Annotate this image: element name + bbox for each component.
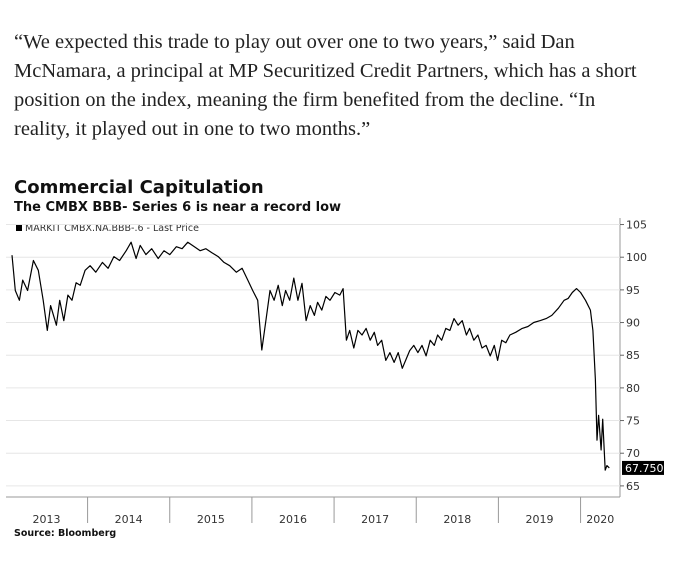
paragraph-line: position on the index, meaning the firm … <box>14 89 595 111</box>
y-tick-label: 75 <box>626 415 640 428</box>
source: Source: Bloomberg <box>14 528 116 539</box>
paragraph-line: “We expected this trade to play out over… <box>14 31 575 53</box>
paragraph-line: McNamara, a principal at MP Securitized … <box>14 60 637 82</box>
y-tick-label: 70 <box>626 447 640 460</box>
paragraph-line: reality, it played out in one to two mon… <box>14 118 370 140</box>
x-tick-label: 2018 <box>443 513 471 526</box>
x-tick-label: 2016 <box>279 513 307 526</box>
x-tick-label: 2017 <box>361 513 389 526</box>
y-tick-label: 100 <box>626 251 647 264</box>
last-price-label: 67.750 <box>625 462 664 475</box>
y-tick-label: 80 <box>626 382 640 395</box>
legend-swatch <box>16 225 22 231</box>
y-tick-label: 85 <box>626 349 640 362</box>
x-tick-label: 2015 <box>197 513 225 526</box>
x-tick-label: 2013 <box>33 513 61 526</box>
chart-title: Commercial Capitulation <box>14 177 264 198</box>
y-tick-label: 105 <box>626 219 647 232</box>
y-tick-label: 90 <box>626 317 640 330</box>
series-line <box>11 241 610 471</box>
y-tick-label: 95 <box>626 284 640 297</box>
x-tick-label: 2014 <box>115 513 143 526</box>
last-price-box <box>622 460 664 475</box>
x-tick-label: 2019 <box>525 513 553 526</box>
chart-subtitle: The CMBX BBB- Series 6 is near a record … <box>14 200 341 215</box>
legend-label: MARKIT CMBX.NA.BBB-.6 - Last Price <box>25 223 199 234</box>
x-tick-label: 2020 <box>586 513 614 526</box>
y-tick-label: 65 <box>626 480 640 493</box>
